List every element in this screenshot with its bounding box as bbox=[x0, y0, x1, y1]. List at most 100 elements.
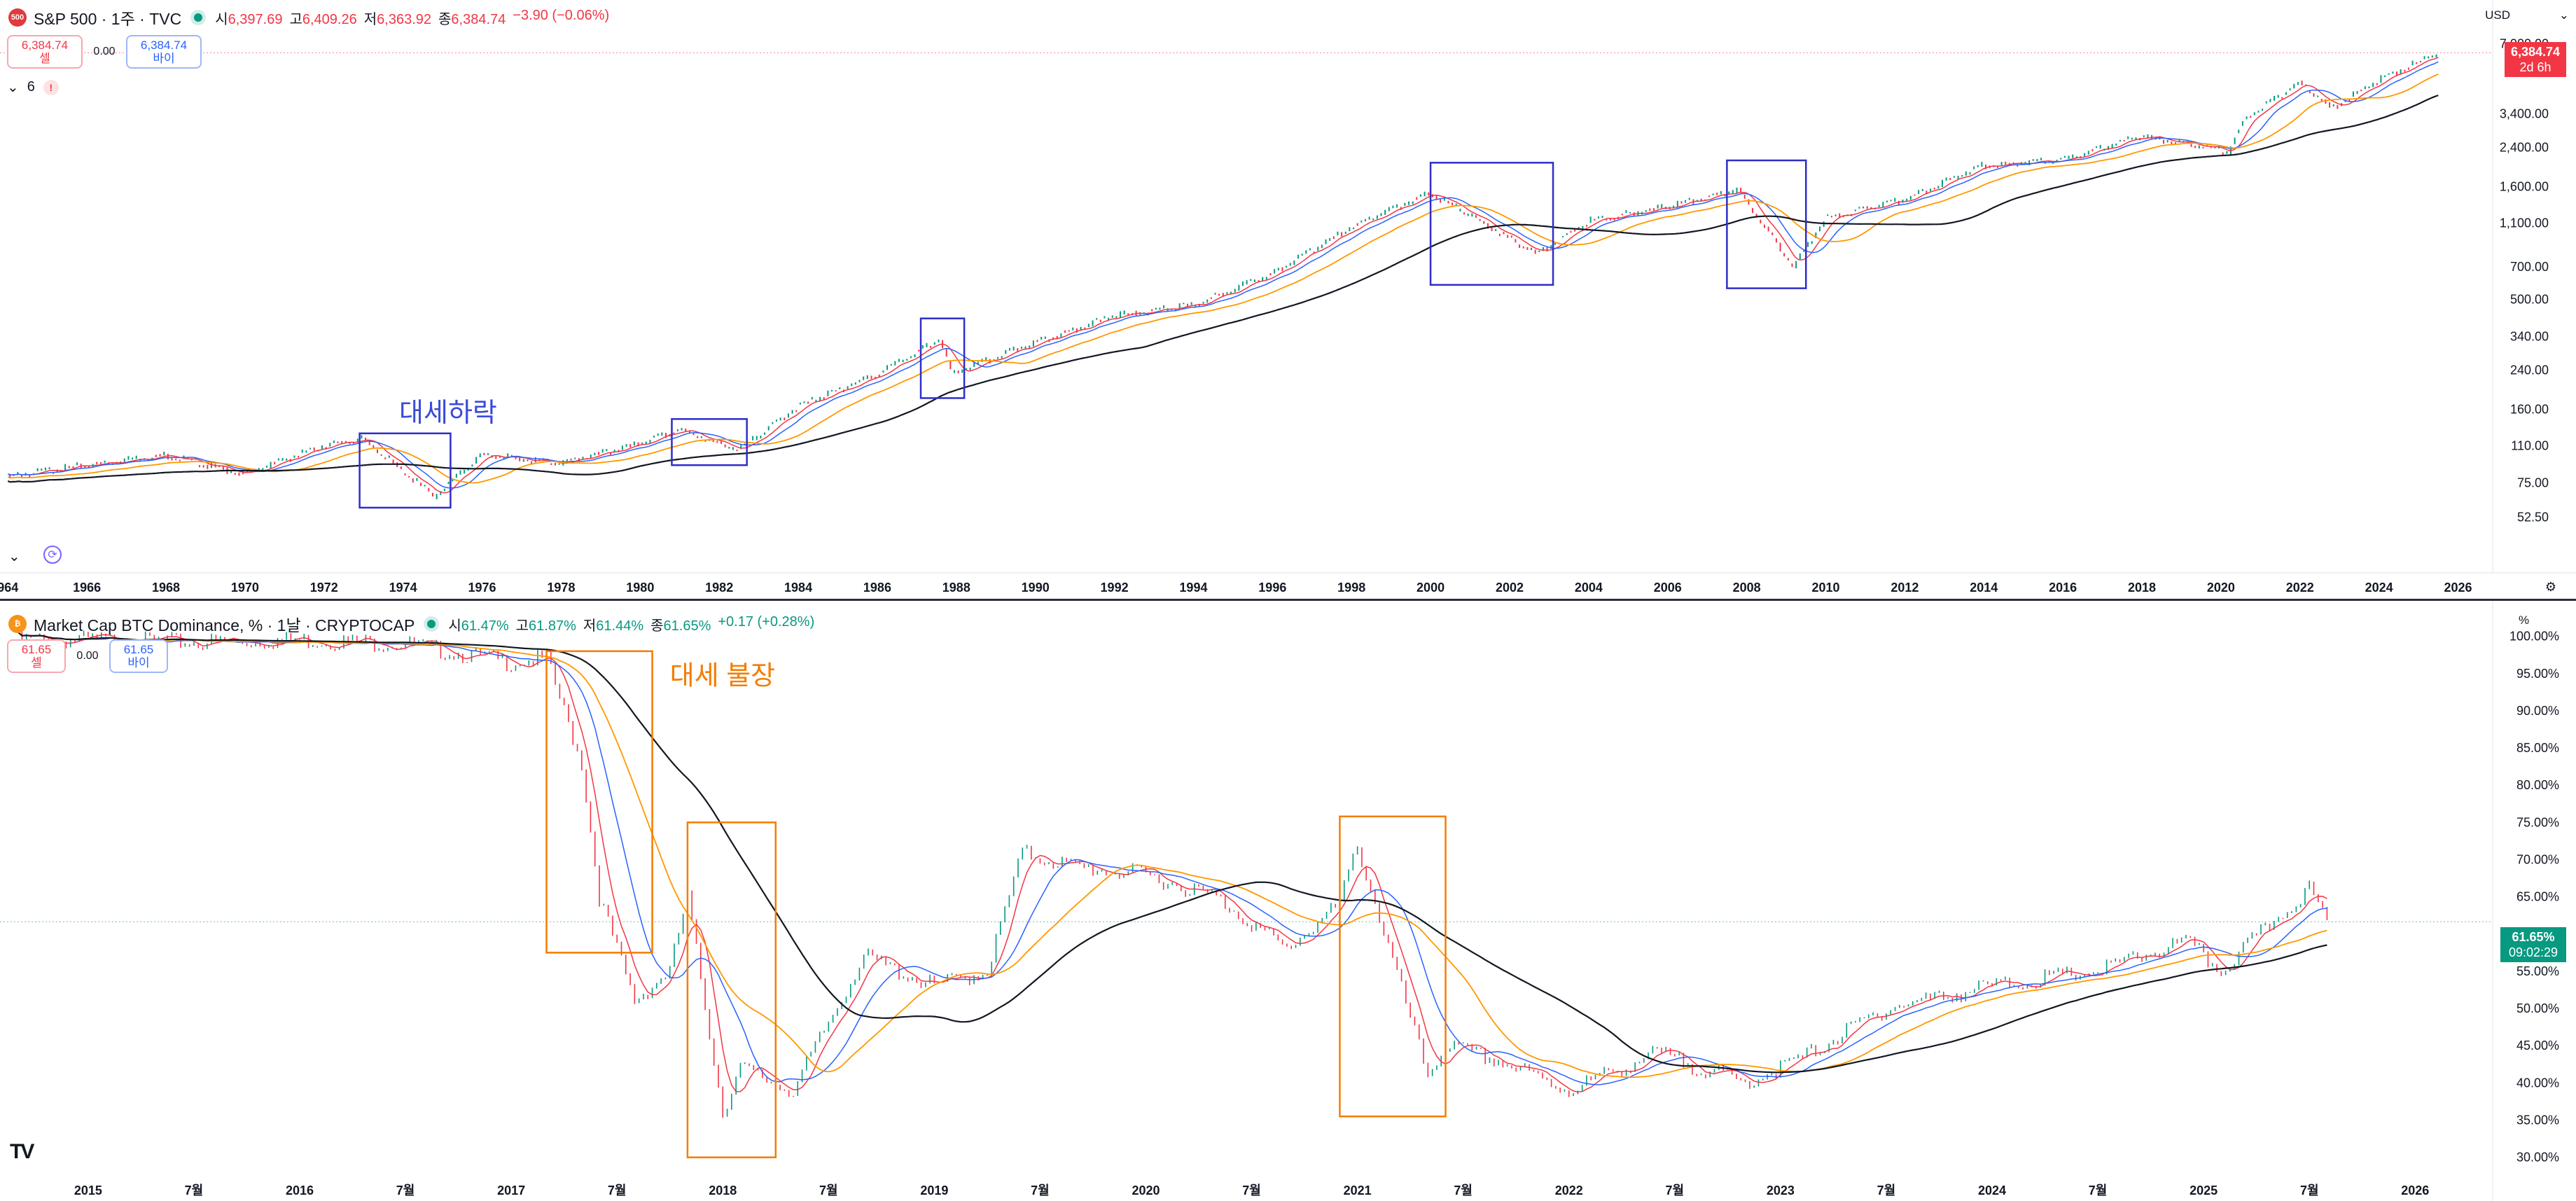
close-label: 종 bbox=[438, 11, 452, 27]
x-tick-label: 7월 bbox=[1031, 1183, 1050, 1197]
annotation-label: 대세 불장 bbox=[670, 662, 775, 691]
high-value: 6,409.26 bbox=[302, 11, 357, 27]
x-tick-label: 1994 bbox=[1179, 581, 1207, 595]
pane-divider[interactable] bbox=[0, 599, 2576, 601]
x-tick-label: 2004 bbox=[1575, 581, 1603, 595]
spread-value: 0.00 bbox=[76, 650, 99, 662]
ma-mid-line bbox=[17, 631, 2327, 1085]
x-tick-label: 7월 bbox=[396, 1183, 415, 1197]
ma-long-line bbox=[7, 95, 2439, 483]
change-value: −3.90 (−0.06%) bbox=[513, 7, 610, 23]
sp500-pane[interactable]: 52.50 75.00 110.00 160.00 240.00 340.00 500.00… bbox=[0, 0, 2576, 601]
x-tick-label: 1998 bbox=[1337, 581, 1365, 595]
sp500-symbol-icon[interactable]: 500 bbox=[8, 8, 27, 27]
y-tick-label: 65.00% bbox=[2516, 890, 2559, 904]
x-tick-label: 2019 bbox=[920, 1183, 948, 1197]
x-tick-label: 2016 bbox=[2049, 581, 2077, 595]
sp500-title[interactable]: S&P 500 · 1주 · TVC bbox=[34, 10, 182, 28]
ma-mid-line bbox=[7, 61, 2439, 489]
y-tick-label: 90.00% bbox=[2516, 704, 2559, 718]
y-tick-label: 100.00% bbox=[2509, 630, 2559, 644]
spread-value: 0.00 bbox=[93, 46, 116, 57]
currency-label[interactable]: USD bbox=[2485, 8, 2510, 22]
sell-button[interactable]: 6,384.74 셀 bbox=[7, 35, 83, 69]
annotation-box bbox=[686, 821, 777, 1158]
x-tick-label: 2022 bbox=[2286, 581, 2314, 595]
ma-long-line bbox=[17, 631, 2327, 1074]
annotation-box bbox=[671, 418, 748, 466]
btc-symbol-icon[interactable]: ₿ bbox=[8, 615, 27, 633]
market-open-icon bbox=[194, 13, 203, 22]
x-tick-label: 2026 bbox=[2444, 581, 2472, 595]
sp500-countdown: 2d 6h bbox=[2519, 60, 2551, 74]
x-tick-label: 2018 bbox=[709, 1183, 737, 1197]
annotation-box bbox=[919, 317, 966, 399]
x-tick-label: 2008 bbox=[1733, 581, 1761, 595]
y-tick-label: 340.00 bbox=[2510, 330, 2549, 344]
sp500-legend: 500 S&P 500 · 1주 · TVC 시6,397.69 고6,409.… bbox=[8, 6, 609, 29]
x-tick-label: 964 bbox=[0, 581, 18, 595]
y-tick-label: 85.00% bbox=[2516, 741, 2559, 755]
btc-trade-panel: 61.65 셀 0.00 61.65 바이 bbox=[7, 639, 168, 673]
y-tick-label: 52.50 bbox=[2517, 511, 2549, 525]
settings-icon[interactable]: ⚙ bbox=[2544, 580, 2556, 594]
sp500-chart[interactable]: 52.50 75.00 110.00 160.00 240.00 340.00 500.00… bbox=[0, 0, 2576, 601]
sell-button[interactable]: 61.65 셀 bbox=[7, 639, 66, 673]
btc-dominance-chart[interactable]: 30.00%35.00%40.00%45.00%50.00%55.00%60.0… bbox=[0, 601, 2576, 1201]
sp500-last-price: 6,384.74 bbox=[2510, 45, 2561, 59]
y-tick-label: 75.00 bbox=[2517, 475, 2549, 490]
btc-dominance-pane[interactable]: 30.00%35.00%40.00%45.00%50.00%55.00%60.0… bbox=[0, 601, 2576, 1201]
annotation-box bbox=[1429, 162, 1554, 286]
ma-fast-line bbox=[7, 57, 2439, 494]
x-tick-label: 2010 bbox=[1811, 581, 1839, 595]
close-label: 종 bbox=[650, 618, 664, 634]
btc-legend: ₿ Market Cap BTC Dominance, % · 1날 · CRY… bbox=[8, 612, 814, 636]
ma-slow-line bbox=[7, 73, 2439, 484]
sp500-trade-panel: 6,384.74 셀 0.00 6,384.74 바이 bbox=[7, 35, 202, 69]
buy-button[interactable]: 6,384.74 바이 bbox=[126, 35, 202, 69]
buy-button[interactable]: 61.65 바이 bbox=[109, 639, 168, 673]
x-tick-label: 2015 bbox=[74, 1183, 102, 1197]
x-tick-label: 2002 bbox=[1496, 581, 1524, 595]
market-open-icon bbox=[427, 620, 436, 628]
x-tick-label: 1992 bbox=[1101, 581, 1129, 595]
x-tick-label: 1988 bbox=[942, 581, 970, 595]
x-tick-label: 1984 bbox=[784, 581, 812, 595]
x-tick-label: 7월 bbox=[1242, 1183, 1261, 1197]
annotation-label: 대세하락 bbox=[399, 398, 497, 428]
low-value: 6,363.92 bbox=[377, 11, 431, 27]
annotation-box bbox=[358, 432, 452, 509]
tradingview-logo[interactable]: TV bbox=[10, 1140, 34, 1163]
btc-title[interactable]: Market Cap BTC Dominance, % · 1날 · CRYPT… bbox=[34, 616, 415, 634]
currency-chevron-icon[interactable]: ⌄ bbox=[2558, 8, 2569, 22]
y-tick-label: 160.00 bbox=[2510, 403, 2549, 417]
collapse-pane-button[interactable]: ⌄ bbox=[8, 549, 20, 564]
x-tick-label: 1972 bbox=[310, 581, 338, 595]
x-tick-label: 7월 bbox=[2300, 1183, 2319, 1197]
btc-last-price: 61.65% bbox=[2512, 930, 2555, 944]
x-tick-label: 2024 bbox=[1978, 1183, 2006, 1197]
x-tick-label: 1996 bbox=[1258, 581, 1286, 595]
x-tick-label: 1982 bbox=[705, 581, 733, 595]
warning-icon[interactable]: ! bbox=[43, 79, 59, 95]
open-value: 61.47% bbox=[461, 618, 509, 634]
x-tick-label: 1986 bbox=[863, 581, 891, 595]
x-tick-label: 7월 bbox=[1666, 1183, 1685, 1197]
x-tick-label: 2026 bbox=[2401, 1183, 2429, 1197]
x-tick-label: 2024 bbox=[2365, 581, 2393, 595]
unit-label[interactable]: % bbox=[2519, 613, 2530, 627]
x-tick-label: 1970 bbox=[231, 581, 259, 595]
y-tick-label: 1,600.00 bbox=[2500, 180, 2549, 194]
refresh-icon[interactable]: ⟳ bbox=[43, 546, 62, 564]
x-tick-label: 1966 bbox=[73, 581, 101, 595]
low-label: 저 bbox=[583, 618, 597, 634]
x-tick-label: 2016 bbox=[286, 1183, 314, 1197]
y-tick-label: 30.00% bbox=[2516, 1151, 2559, 1165]
x-tick-label: 2018 bbox=[2128, 581, 2156, 595]
low-label: 저 bbox=[363, 11, 377, 27]
x-tick-label: 7월 bbox=[819, 1183, 838, 1197]
indicators-toggle[interactable]: ⌄ 6 ! bbox=[7, 78, 59, 96]
y-tick-label: 700.00 bbox=[2510, 260, 2549, 274]
open-value: 6,397.69 bbox=[228, 11, 283, 27]
high-label: 고 bbox=[289, 11, 302, 27]
